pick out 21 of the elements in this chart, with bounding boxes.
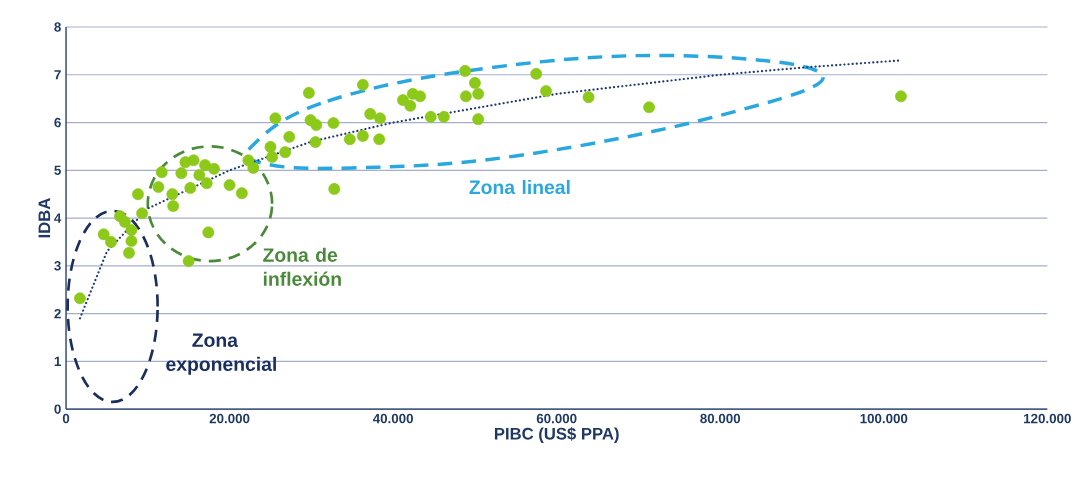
y-tick-label: 1 xyxy=(54,356,61,366)
annotation: Zona lineal xyxy=(469,179,570,195)
y-tick-label: 6 xyxy=(54,117,61,128)
y-tick-label: 8 xyxy=(54,22,61,32)
x-tick-label: 60.000 xyxy=(536,413,577,424)
x-tick-label: 0 xyxy=(62,413,70,424)
x-tick-label: 80.000 xyxy=(700,413,741,424)
x-tick-label: 20.000 xyxy=(209,413,250,424)
x-axis-title: PIBC (US$ PPA) xyxy=(494,427,619,443)
y-tick-label: 4 xyxy=(54,213,62,223)
y-axis-title: IDBA xyxy=(38,198,51,238)
x-tick-label: 100.000 xyxy=(860,413,908,424)
y-tick-label: 0 xyxy=(54,404,61,414)
x-tick-label: 40.000 xyxy=(372,413,413,424)
y-tick-label: 3 xyxy=(54,261,61,271)
x-tick-label: 120.000 xyxy=(1024,413,1071,424)
y-tick-label: 2 xyxy=(54,308,61,319)
y-tick-label: 5 xyxy=(54,165,61,175)
annotation: Zona exponencial xyxy=(166,333,276,375)
y-tick-label: 7 xyxy=(54,70,61,80)
annotation: Zona de inflexión xyxy=(263,247,341,286)
